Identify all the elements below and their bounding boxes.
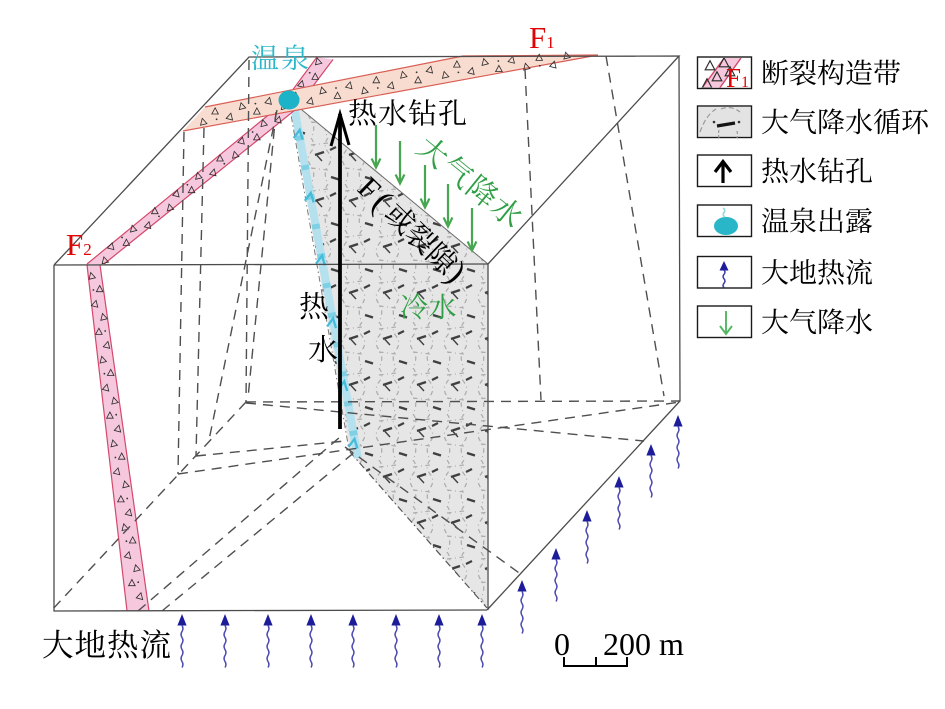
svg-text:200 m: 200 m (603, 626, 684, 662)
svg-text:0: 0 (554, 626, 570, 662)
